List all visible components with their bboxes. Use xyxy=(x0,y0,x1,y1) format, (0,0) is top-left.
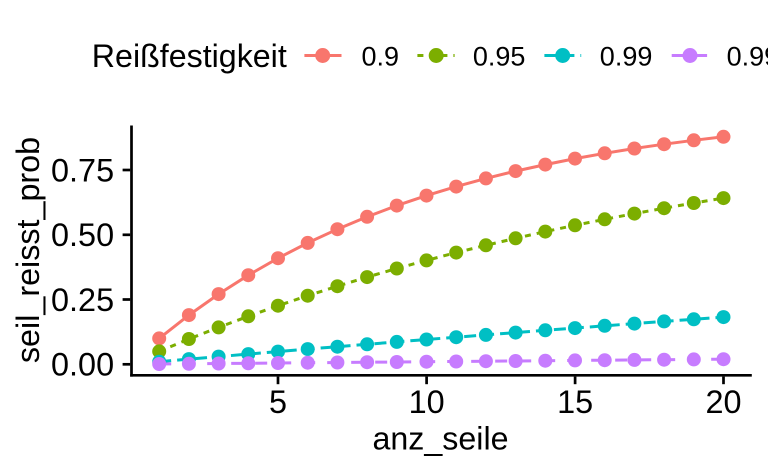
svg-text:0.25: 0.25 xyxy=(51,282,114,318)
svg-text:0.95: 0.95 xyxy=(473,42,526,72)
svg-text:0.9: 0.9 xyxy=(362,42,400,72)
svg-text:0.75: 0.75 xyxy=(51,152,114,188)
svg-text:anz_seile: anz_seile xyxy=(373,421,509,457)
svg-text:10: 10 xyxy=(409,384,445,420)
svg-text:0.00: 0.00 xyxy=(51,347,114,383)
svg-text:0.99: 0.99 xyxy=(600,42,653,72)
svg-text:seil_reisst_prob: seil_reisst_prob xyxy=(10,137,46,363)
svg-text:Reißfestigkeit: Reißfestigkeit xyxy=(92,38,287,74)
svg-text:15: 15 xyxy=(557,384,593,420)
svg-text:20: 20 xyxy=(705,384,741,420)
svg-text:5: 5 xyxy=(269,384,287,420)
svg-text:0.50: 0.50 xyxy=(51,217,114,253)
svg-text:0.999: 0.999 xyxy=(727,42,768,72)
